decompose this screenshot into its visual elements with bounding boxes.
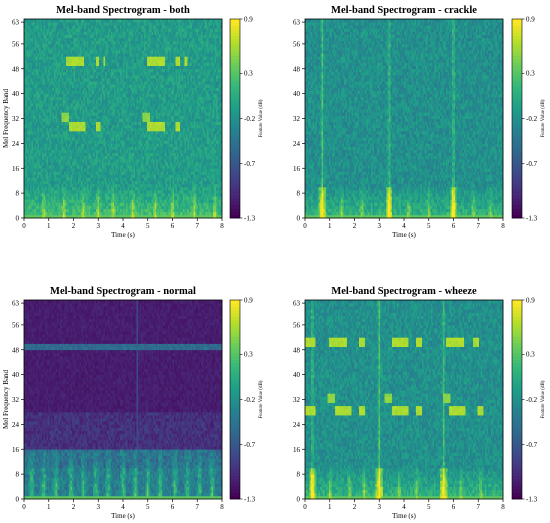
heatmap-cells <box>24 19 222 218</box>
